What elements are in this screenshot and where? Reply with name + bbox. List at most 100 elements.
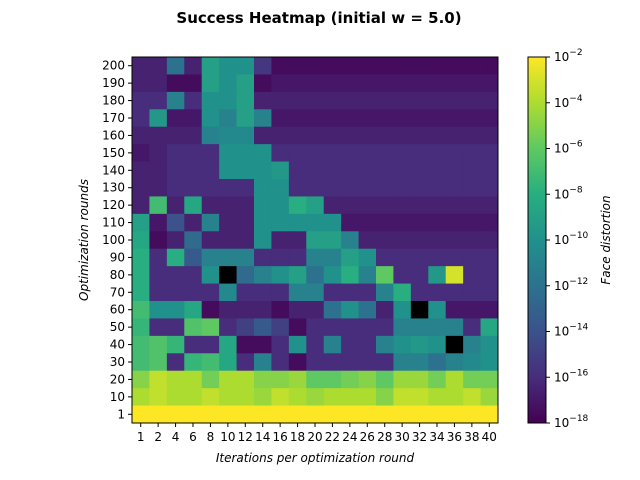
heatmap-cell — [132, 179, 150, 197]
y-tick-label: 40 — [110, 338, 125, 352]
heatmap-cell — [306, 231, 325, 250]
heatmap-cell — [219, 91, 237, 110]
heatmap-cell — [341, 248, 359, 267]
heatmap-cell — [236, 109, 255, 128]
heatmap-cell — [254, 161, 272, 180]
heatmap-cell — [288, 74, 307, 93]
heatmap-cell — [166, 370, 185, 389]
heatmap-cell — [445, 301, 464, 319]
heatmap-cell — [132, 283, 150, 302]
heatmap-cell — [306, 353, 325, 372]
heatmap-cell — [288, 161, 307, 180]
x-tick-label: 22 — [325, 430, 340, 444]
heatmap-cell — [254, 370, 272, 389]
heatmap-cell — [323, 74, 342, 93]
heatmap-cell — [445, 57, 464, 75]
heatmap-cell — [254, 405, 272, 424]
heatmap-cell — [428, 126, 447, 145]
y-tick-label: 190 — [102, 76, 125, 90]
heatmap-cell — [219, 353, 237, 372]
heatmap-cell — [445, 318, 464, 337]
heatmap-cell — [445, 283, 464, 302]
heatmap-cell — [410, 57, 429, 75]
heatmap-cell — [166, 353, 185, 372]
heatmap-cell — [341, 126, 359, 145]
heatmap-cell — [132, 213, 150, 232]
heatmap-cell — [341, 161, 359, 180]
heatmap-cell — [306, 283, 325, 302]
heatmap-cell — [410, 318, 429, 337]
heatmap-cell — [393, 335, 412, 354]
heatmap-cell — [341, 144, 359, 162]
heatmap-cell — [201, 91, 220, 110]
heatmap-cell — [463, 91, 481, 110]
heatmap-cell — [184, 318, 203, 337]
heatmap-cell — [184, 388, 203, 406]
heatmap-cell — [463, 301, 481, 319]
heatmap-cell — [219, 388, 237, 406]
heatmap-cell — [410, 179, 429, 197]
heatmap-cell — [358, 266, 377, 284]
heatmap-cell — [254, 353, 272, 372]
heatmap-cell — [376, 57, 394, 75]
heatmap-cell — [288, 213, 307, 232]
heatmap-cell — [463, 318, 481, 337]
heatmap-cell — [410, 231, 429, 250]
heatmap-cell — [358, 301, 377, 319]
heatmap-cell — [358, 388, 377, 406]
heatmap-cell — [132, 370, 150, 389]
heatmap-cell — [410, 109, 429, 128]
heatmap-cell — [323, 144, 342, 162]
heatmap-cell — [149, 283, 168, 302]
heatmap-cell — [219, 74, 237, 93]
y-tick-label: 140 — [102, 163, 125, 177]
heatmap-cell — [480, 405, 499, 424]
heatmap-cell — [288, 91, 307, 110]
y-tick-label: 120 — [102, 198, 125, 212]
heatmap-cell — [132, 109, 150, 128]
heatmap-cell — [271, 109, 290, 128]
heatmap-cell — [288, 231, 307, 250]
heatmap-cell — [184, 248, 203, 267]
heatmap-cell — [306, 248, 325, 267]
x-tick-label: 18 — [290, 430, 305, 444]
heatmap-cell — [376, 109, 394, 128]
heatmap-cell — [219, 301, 237, 319]
heatmap-cell — [376, 144, 394, 162]
heatmap-cell — [393, 126, 412, 145]
heatmap-cell — [463, 353, 481, 372]
heatmap-cell — [288, 405, 307, 424]
heatmap-cell — [445, 196, 464, 215]
heatmap-cell — [410, 335, 429, 354]
heatmap-cell — [323, 353, 342, 372]
heatmap-cell — [323, 266, 342, 284]
heatmap-cell — [201, 335, 220, 354]
heatmap-cell — [288, 144, 307, 162]
heatmap-cell — [184, 179, 203, 197]
heatmap-cell — [288, 301, 307, 319]
x-tick-label: 26 — [360, 430, 375, 444]
heatmap-cell — [184, 74, 203, 93]
heatmap-cell — [480, 196, 499, 215]
heatmap-cell — [184, 144, 203, 162]
y-tick-label: 60 — [110, 303, 125, 317]
heatmap-cell — [428, 231, 447, 250]
colorbar-label: Face distortion — [599, 195, 613, 284]
heatmap-cell — [428, 161, 447, 180]
heatmap-cell — [463, 196, 481, 215]
heatmap-cell — [341, 335, 359, 354]
heatmap-cell — [306, 179, 325, 197]
heatmap-cell — [306, 318, 325, 337]
colorbar-tick-label: 10−10 — [554, 231, 589, 247]
heatmap-cell — [219, 196, 237, 215]
heatmap-cell — [445, 370, 464, 389]
y-tick-label: 160 — [102, 128, 125, 142]
heatmap-cell — [149, 388, 168, 406]
heatmap-cell — [306, 405, 325, 424]
heatmap-cell — [463, 213, 481, 232]
heatmap-cell — [184, 196, 203, 215]
heatmap-cell — [393, 318, 412, 337]
heatmap-cell — [376, 248, 394, 267]
x-tick-label: 32 — [412, 430, 427, 444]
x-tick-label: 6 — [189, 430, 197, 444]
